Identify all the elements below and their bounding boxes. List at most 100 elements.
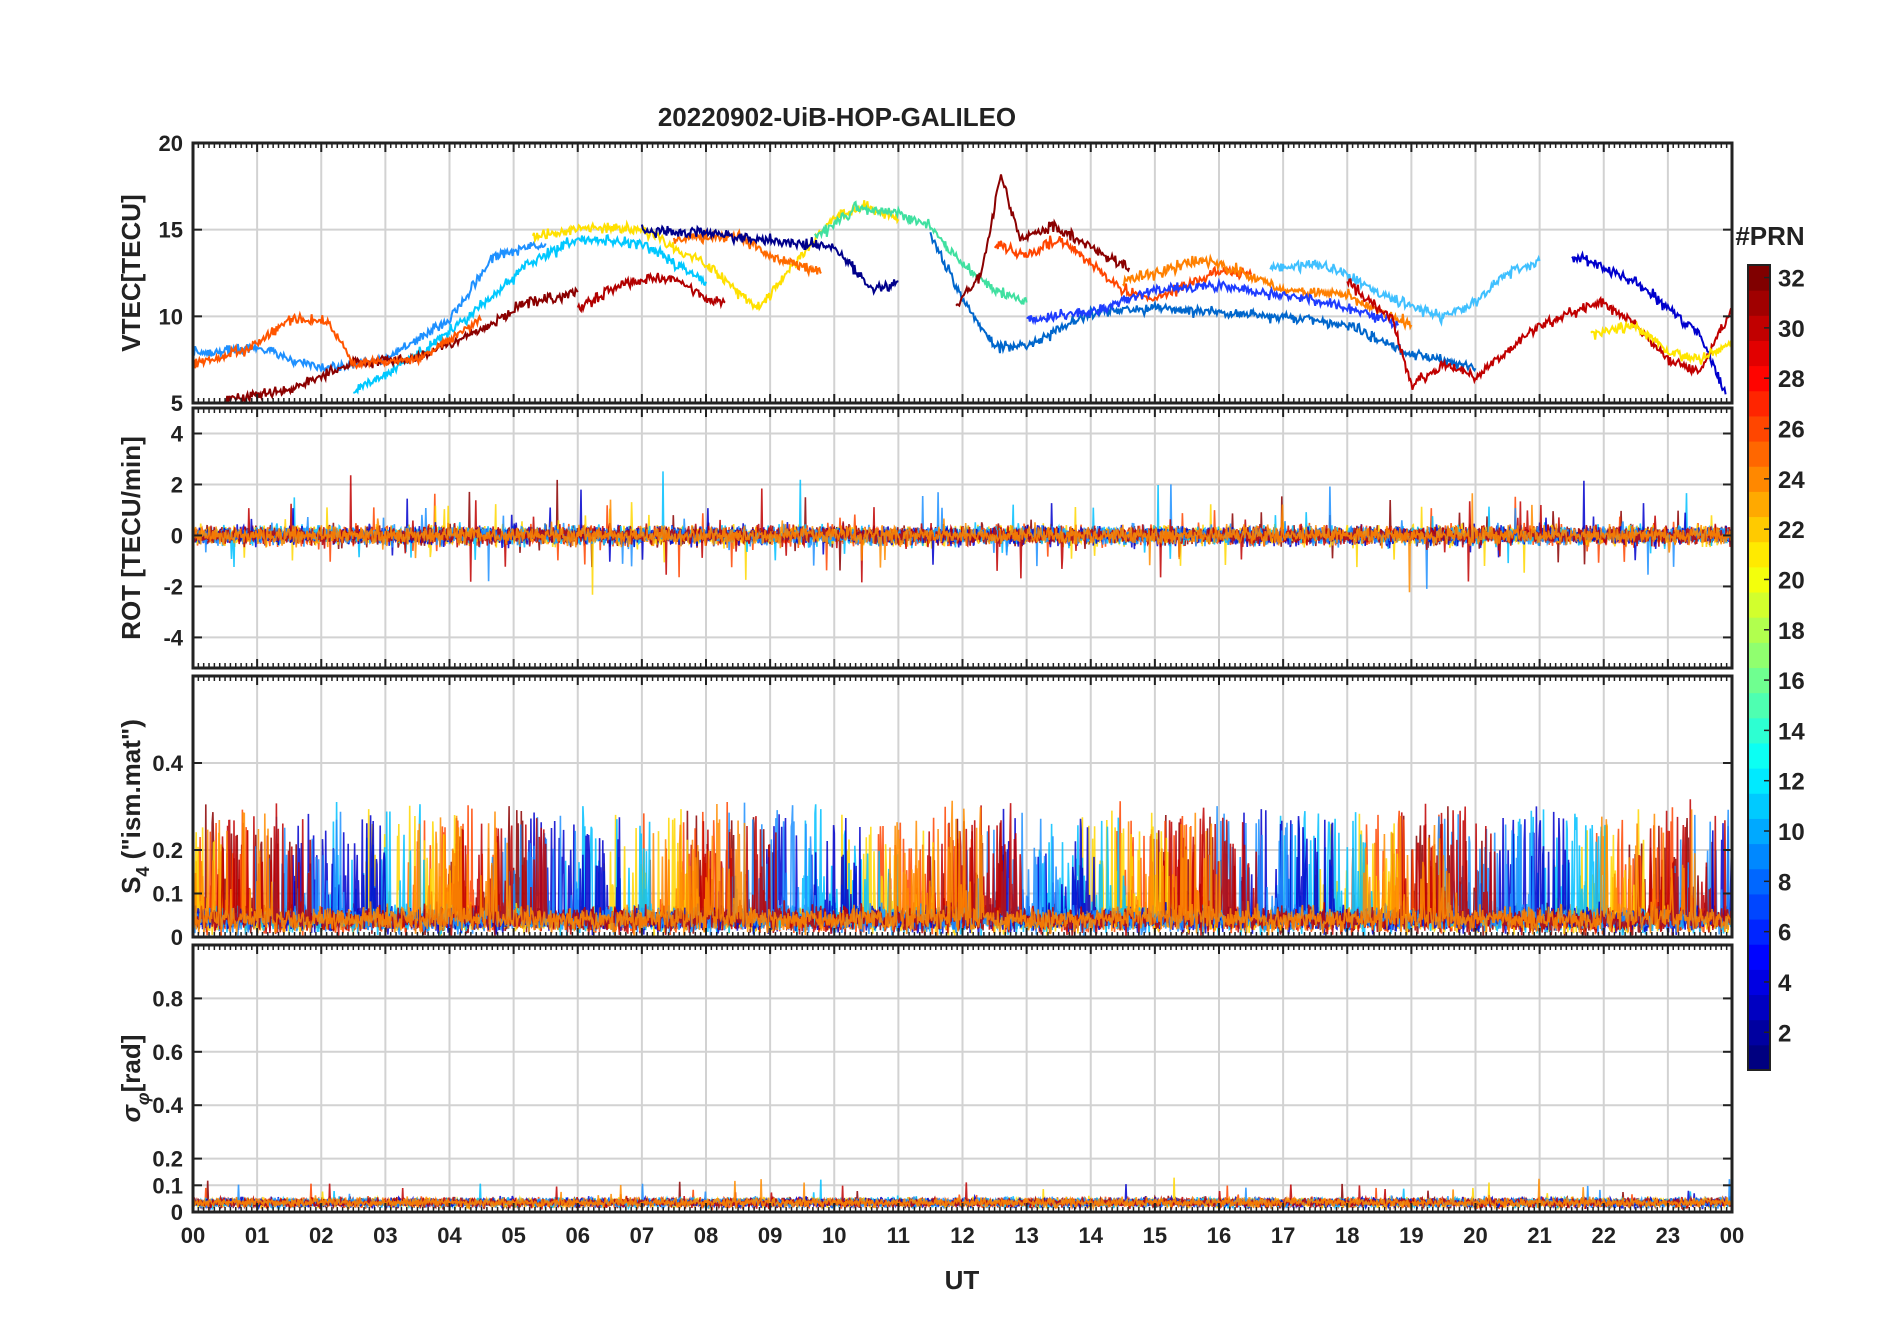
colorbar-tick-label: 4 bbox=[1778, 970, 1792, 997]
y-tick-label: 0.4 bbox=[152, 1093, 183, 1118]
vtec-line bbox=[929, 231, 1477, 373]
x-tick-label: 04 bbox=[437, 1223, 462, 1248]
colorbar-band bbox=[1748, 893, 1770, 920]
x-tick-label: 16 bbox=[1207, 1223, 1231, 1248]
x-tick-label: 22 bbox=[1592, 1223, 1616, 1248]
vtec-line bbox=[955, 174, 1131, 308]
x-tick-label: 21 bbox=[1527, 1223, 1551, 1248]
colorbar-band bbox=[1748, 365, 1770, 392]
colorbar-band bbox=[1748, 466, 1770, 492]
x-tick-label: 06 bbox=[566, 1223, 590, 1248]
colorbar-bands bbox=[1748, 265, 1770, 1071]
y-axis-label-s4: S4 ("ism.mat") bbox=[116, 719, 153, 894]
colorbar-band bbox=[1748, 768, 1770, 794]
vtec-line bbox=[353, 233, 707, 395]
x-tick-label: 11 bbox=[887, 1223, 910, 1248]
colorbar-band bbox=[1748, 994, 1770, 1021]
colorbar-tick-label: 16 bbox=[1778, 668, 1805, 695]
vtec-line bbox=[993, 235, 1253, 303]
colorbar-band bbox=[1748, 617, 1770, 643]
y-tick-label: 4 bbox=[171, 421, 184, 446]
noise-line bbox=[193, 800, 1732, 937]
panel-s4: 0 0.1 0.2 0.4 S4 ("ism.mat") bbox=[116, 674, 1734, 950]
y-tick-labels-s4: 0 0.1 0.2 0.4 bbox=[152, 751, 183, 950]
ticks-vtec bbox=[192, 142, 1733, 404]
colorbar-band bbox=[1748, 692, 1770, 719]
x-tick-labels: 00 01 02 03 04 05 06 07 08 09 10 11 12 13 14 15 16 17 18 19… bbox=[181, 1223, 1744, 1248]
x-tick-label: 20 bbox=[1463, 1223, 1487, 1248]
vtec-line bbox=[531, 200, 900, 312]
y-tick-label: 0 bbox=[171, 925, 183, 950]
y-tick-label: 0.2 bbox=[152, 1147, 183, 1172]
colorbar-tick-label: 12 bbox=[1778, 769, 1805, 796]
colorbar-tick-label: 30 bbox=[1778, 316, 1805, 343]
y-tick-label: 10 bbox=[159, 304, 183, 329]
colorbar-band bbox=[1748, 516, 1770, 543]
colorbar-band bbox=[1748, 843, 1770, 870]
ticks-rot bbox=[192, 408, 1733, 668]
colorbar-band bbox=[1748, 1019, 1770, 1046]
colorbar-band bbox=[1748, 944, 1770, 970]
vtec-line bbox=[193, 310, 482, 370]
x-tick-label: 03 bbox=[373, 1223, 397, 1248]
vtec-line bbox=[1122, 253, 1413, 331]
x-tick-label: 18 bbox=[1335, 1223, 1359, 1248]
x-tick-label: 10 bbox=[822, 1223, 846, 1248]
x-tick-label: 00 bbox=[181, 1223, 205, 1248]
colorbar-band bbox=[1748, 742, 1770, 769]
panel-vtec: 5 10 15 20 VTEC[TECU] bbox=[116, 131, 1734, 416]
ticks-sigma-phi bbox=[192, 945, 1733, 1213]
x-tick-label: 12 bbox=[950, 1223, 974, 1248]
vtec-line bbox=[1346, 278, 1732, 390]
colorbar-tick-label: 22 bbox=[1778, 517, 1805, 544]
y-tick-label: 0.1 bbox=[152, 1173, 183, 1198]
colorbar-label: #PRN bbox=[1735, 221, 1804, 251]
y-tick-label: 20 bbox=[159, 131, 183, 156]
x-tick-label: 13 bbox=[1014, 1223, 1038, 1248]
y-tick-label: 0 bbox=[171, 1200, 183, 1225]
x-tick-label: 09 bbox=[758, 1223, 782, 1248]
vtec-line bbox=[224, 286, 579, 403]
colorbar-tick-label: 18 bbox=[1778, 618, 1805, 645]
y-tick-label: -4 bbox=[163, 625, 183, 650]
panel-rot: -4 -2 0 2 4 ROT [TECU/min] bbox=[116, 406, 1734, 670]
y-tick-label: 0 bbox=[171, 523, 183, 548]
colorbar-band bbox=[1748, 441, 1770, 467]
vtec-line bbox=[814, 200, 1028, 305]
vtec-line bbox=[576, 271, 726, 314]
colorbar-band bbox=[1748, 566, 1770, 593]
colorbar-band bbox=[1748, 969, 1770, 996]
y-tick-label: 5 bbox=[171, 391, 183, 416]
vtec-line bbox=[1269, 254, 1541, 327]
y-tick-label: 2 bbox=[171, 472, 183, 497]
vtec-line bbox=[1026, 277, 1400, 330]
colorbar-band bbox=[1748, 592, 1770, 618]
x-tick-label: 07 bbox=[630, 1223, 654, 1248]
vtec-line bbox=[1590, 319, 1732, 365]
x-tick-label: 01 bbox=[245, 1223, 269, 1248]
y-axis-label-sigma-phi: σφ[rad] bbox=[116, 1035, 153, 1123]
colorbar-band bbox=[1748, 415, 1770, 442]
vtec-line bbox=[640, 224, 899, 296]
colorbar-tick-label: 24 bbox=[1778, 467, 1805, 494]
y-tick-labels-rot: -4 -2 0 2 4 bbox=[163, 421, 183, 650]
x-tick-label: 19 bbox=[1399, 1223, 1423, 1248]
x-tick-label: 17 bbox=[1271, 1223, 1295, 1248]
y-tick-label: 0.1 bbox=[152, 882, 183, 907]
colorbar-tick-label: 28 bbox=[1778, 366, 1805, 393]
x-tick-label: 08 bbox=[694, 1223, 718, 1248]
vtec-line bbox=[1571, 250, 1727, 395]
colorbar-band bbox=[1748, 919, 1770, 945]
colorbar-tick-label: 20 bbox=[1778, 567, 1805, 594]
colorbar-band bbox=[1748, 390, 1770, 417]
y-tick-labels-sigma-phi: 00.10.2 0.4 0.6 0.8 bbox=[152, 986, 183, 1225]
colorbar-tick-label: 8 bbox=[1778, 869, 1791, 896]
colorbar-tick-label: 32 bbox=[1778, 266, 1805, 293]
colorbar-frame bbox=[1747, 264, 1771, 1071]
ticks-s4 bbox=[192, 676, 1733, 938]
x-tick-label: 02 bbox=[309, 1223, 333, 1248]
colorbar-band bbox=[1748, 290, 1770, 316]
